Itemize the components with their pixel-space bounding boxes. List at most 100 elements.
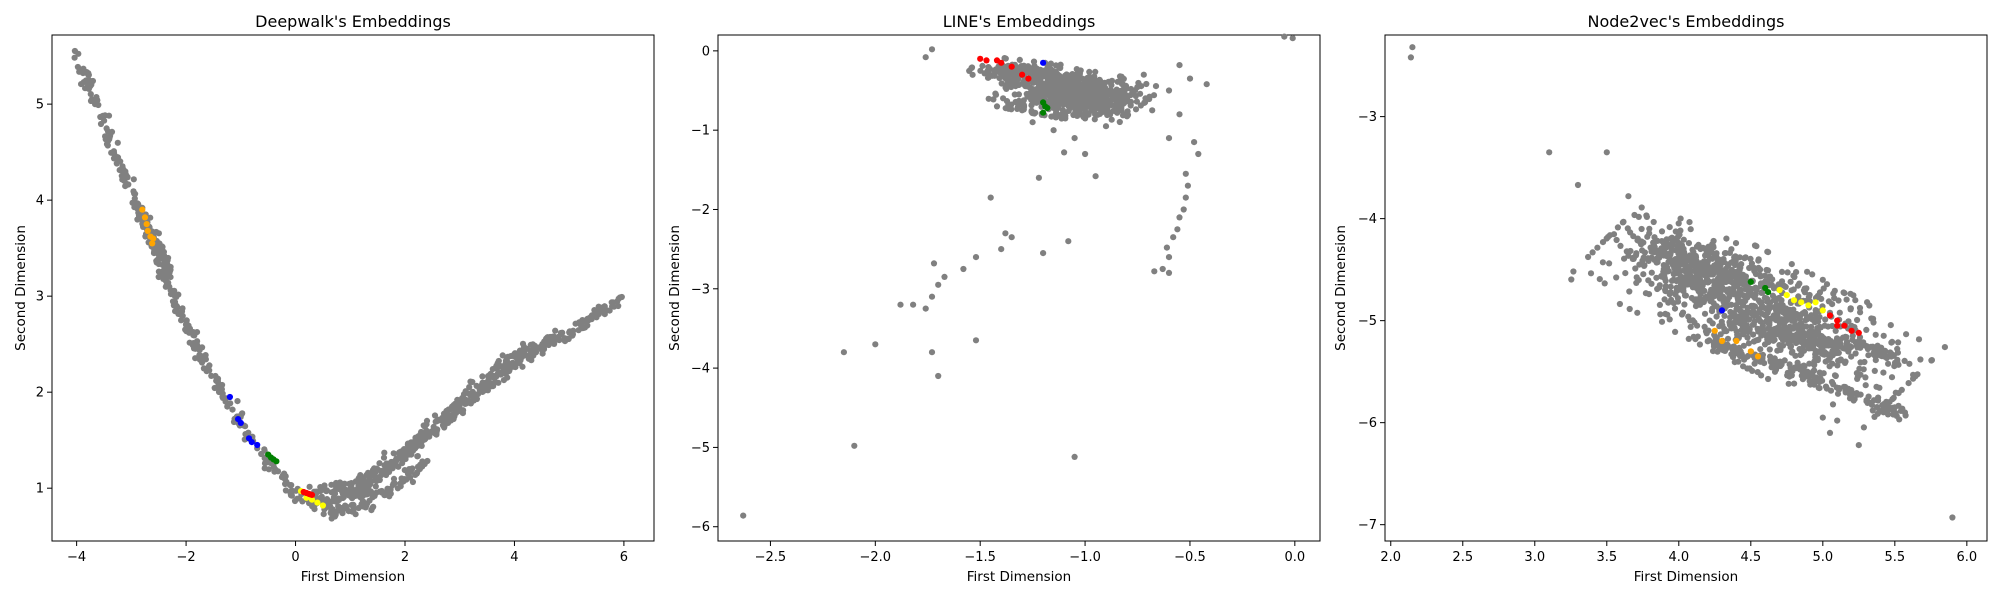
scatter-point <box>489 366 496 373</box>
chart-title: Node2vec's Embeddings <box>1588 12 1785 31</box>
scatter-point <box>1633 274 1640 281</box>
scatter-point <box>495 357 502 365</box>
scatter-point <box>1784 269 1791 276</box>
scatter-point <box>1110 107 1117 114</box>
y-tick-label: −6 <box>691 520 710 535</box>
scatter-point <box>1740 363 1747 370</box>
scatter-point <box>1060 96 1067 103</box>
scatter-point <box>1783 305 1790 312</box>
scatter-point <box>1769 359 1776 367</box>
scatter-point <box>1715 293 1722 300</box>
scatter-point <box>1055 104 1062 112</box>
scatter-point <box>462 400 469 407</box>
scatter-point <box>1837 357 1844 364</box>
y-tick-label: 1 <box>36 482 44 497</box>
scatter-point <box>492 379 499 386</box>
scatter-point <box>987 194 994 201</box>
scatter-point <box>1750 331 1757 338</box>
scatter-point <box>1040 250 1047 257</box>
scatter-point <box>71 54 78 61</box>
scatter-point <box>390 450 397 457</box>
scatter-point <box>1860 424 1867 431</box>
scatter-point <box>1865 352 1872 359</box>
scatter-point <box>208 372 215 379</box>
scatter-point <box>1089 99 1096 106</box>
x-tick-label: −2.5 <box>755 550 787 565</box>
scatter-point <box>1665 268 1672 275</box>
scatter-point <box>1114 101 1121 108</box>
scatter-point <box>1841 359 1849 366</box>
scatter-point <box>1889 338 1896 345</box>
scatter-point <box>1108 87 1115 95</box>
scatter-point <box>1012 83 1019 90</box>
scatter-point <box>1677 274 1684 281</box>
scatter-point <box>1685 265 1692 272</box>
panel-line: LINE's Embeddings First Dimension Second… <box>667 12 1321 585</box>
scatter-point <box>1610 231 1618 238</box>
scatter-point <box>419 458 426 465</box>
scatter-point <box>580 324 587 332</box>
scatter-point <box>565 335 572 343</box>
x-tick-label: 4.0 <box>1668 550 1689 565</box>
scatter-point <box>373 477 380 485</box>
scatter-point <box>405 451 412 458</box>
x-tick-label: 0 <box>291 550 299 565</box>
scatter-point <box>122 170 129 177</box>
scatter-point <box>583 317 590 324</box>
point-layer <box>1407 44 1956 521</box>
scatter-point <box>1409 44 1416 51</box>
highlighted-point <box>1783 292 1790 299</box>
scatter-point <box>1895 339 1902 346</box>
scatter-point <box>1806 335 1814 342</box>
scatter-point <box>1149 107 1156 114</box>
y-tick-label: 5 <box>36 98 44 113</box>
scatter-point <box>922 54 929 61</box>
highlighted-point <box>273 458 280 465</box>
scatter-point <box>1732 253 1739 260</box>
scatter-point <box>1837 336 1844 343</box>
scatter-point <box>551 340 558 347</box>
scatter-point <box>1685 335 1692 342</box>
scatter-point <box>1799 324 1806 332</box>
x-tick-label: −4 <box>67 550 86 565</box>
scatter-point <box>1831 287 1838 294</box>
scatter-point <box>479 373 486 380</box>
scatter-point <box>1015 91 1023 98</box>
scatter-point <box>1949 514 1956 521</box>
scatter-point <box>1680 236 1687 243</box>
scatter-point <box>390 475 398 482</box>
scatter-point <box>1788 261 1795 268</box>
scatter-point <box>1713 313 1720 320</box>
highlighted-point <box>1776 286 1783 294</box>
scatter-point <box>1724 302 1731 309</box>
highlighted-point <box>1044 104 1051 112</box>
scatter-point <box>386 493 393 500</box>
scatter-point <box>1729 345 1736 352</box>
scatter-point <box>1766 273 1774 280</box>
scatter-point <box>1143 80 1150 88</box>
scatter-point <box>1728 246 1735 253</box>
scatter-point <box>1778 268 1786 275</box>
scatter-point <box>1037 82 1044 89</box>
scatter-point <box>504 374 511 381</box>
scatter-point <box>1626 305 1633 313</box>
scatter-point <box>1734 331 1741 338</box>
scatter-point <box>1002 230 1009 237</box>
tick-layer: −2.5 −2.0 −1.5 −1.0 −0.5 0.0 −6 −5 −4 −3 −2 −1 0 <box>691 44 1305 565</box>
scatter-point <box>1721 312 1728 319</box>
scatter-point <box>234 398 241 405</box>
scatter-point <box>1706 317 1713 324</box>
scatter-point <box>1019 107 1026 114</box>
highlighted-point <box>314 499 321 506</box>
scatter-point <box>504 358 511 366</box>
scatter-point <box>941 273 948 280</box>
scatter-point <box>1941 344 1948 351</box>
scatter-point <box>179 312 186 320</box>
scatter-point <box>1755 328 1762 335</box>
scatter-point <box>166 269 173 276</box>
scatter-point <box>192 345 199 352</box>
scatter-point <box>1087 104 1094 111</box>
scatter-point <box>1587 270 1595 277</box>
scatter-point <box>380 454 388 461</box>
scatter-point <box>1071 135 1078 142</box>
